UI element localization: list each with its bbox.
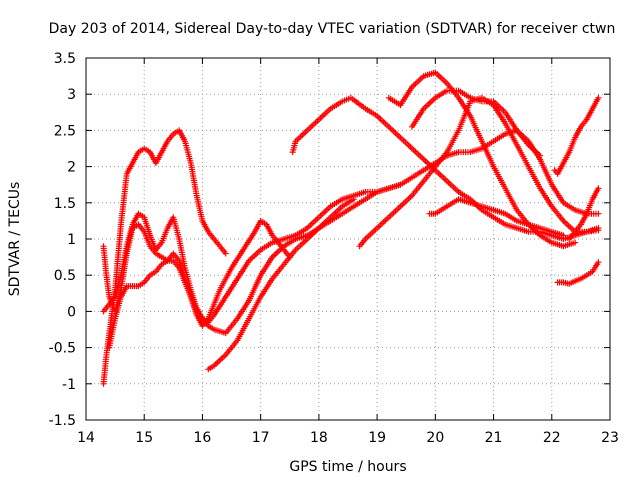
- y-tick-label: -1.5: [49, 413, 76, 429]
- y-tick-label: 0: [67, 304, 76, 320]
- series-track-k: [551, 94, 602, 177]
- data-point: [595, 259, 602, 266]
- series-track-g: [356, 94, 602, 250]
- data-point: [595, 185, 602, 192]
- y-tick-label: 3.5: [54, 51, 76, 67]
- plot-frame: [85, 57, 611, 421]
- axis-ticks: 14 15 16 17 18 19 20 21 22 23 3.5 3 2.5 2 1.5 1 0.5 0 -0.5…: [49, 51, 619, 446]
- data-point: [350, 196, 357, 203]
- data-point: [537, 152, 544, 159]
- x-tick-label: 23: [601, 430, 619, 446]
- x-tick-label: 21: [485, 430, 503, 446]
- x-tick-label: 19: [368, 430, 386, 446]
- data-point: [572, 239, 579, 246]
- x-tick-label: 18: [310, 430, 328, 446]
- x-tick-label: 16: [194, 430, 212, 446]
- x-tick-label: 20: [426, 430, 444, 446]
- x-tick-label: 22: [543, 430, 561, 446]
- y-axis-label: SDTVAR / TECUs: [7, 182, 23, 297]
- y-tick-label: -1: [62, 377, 76, 393]
- y-tick-label: 3: [67, 87, 76, 103]
- x-axis-label: GPS time / hours: [289, 459, 406, 475]
- series-track-m: [566, 185, 602, 242]
- y-tick-label: 1.5: [54, 196, 76, 212]
- x-tick-label: 17: [252, 430, 270, 446]
- data-point: [560, 232, 567, 239]
- series-track-j: [426, 196, 567, 239]
- y-tick-label: 2.5: [54, 123, 76, 139]
- data-point: [595, 210, 602, 217]
- series-track-h: [385, 69, 579, 250]
- series-track-i: [409, 87, 544, 159]
- y-tick-label: 1: [67, 232, 76, 248]
- y-tick-label: 0.5: [54, 268, 76, 284]
- y-tick-label: 2: [67, 160, 76, 176]
- x-tick-label: 15: [135, 430, 153, 446]
- data-point: [222, 250, 229, 257]
- series-track-l: [554, 259, 602, 287]
- chart-title: Day 203 of 2014, Sidereal Day-to-day VTE…: [49, 21, 616, 37]
- data-series: [100, 69, 602, 387]
- x-tick-label: 14: [77, 430, 95, 446]
- data-point: [595, 94, 602, 101]
- series-track-e: [205, 196, 357, 373]
- data-point: [595, 225, 602, 232]
- y-tick-label: -0.5: [49, 341, 76, 357]
